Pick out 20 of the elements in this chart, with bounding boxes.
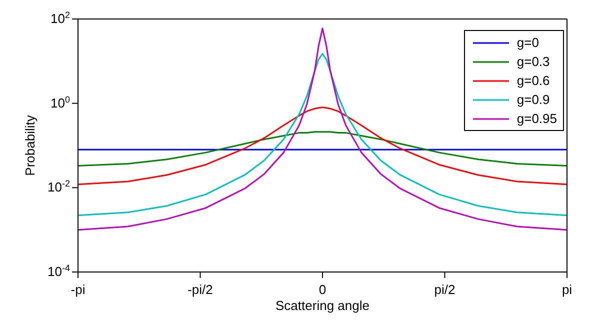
legend-label: g=0.9 <box>516 92 550 107</box>
x-tick-label: 0 <box>318 282 326 297</box>
line-series <box>78 28 567 231</box>
legend-label: g=0.3 <box>516 54 550 69</box>
x-tick-label: -pi/2 <box>188 282 213 297</box>
line-series <box>78 131 567 167</box>
y-axis-title: Probability <box>22 114 38 176</box>
legend-label: g=0.6 <box>516 73 550 88</box>
line-series <box>78 52 567 216</box>
x-tick-label: -pi <box>70 282 86 297</box>
legend-label: g=0.95 <box>516 111 557 126</box>
y-tick-label: 10$^{-2}$ <box>48 178 70 195</box>
x-tick-label: pi <box>562 282 572 297</box>
y-tick-label: 10$^{2}$ <box>50 10 70 26</box>
line-series <box>78 106 567 186</box>
y-tick-label: 10$^{0}$ <box>50 94 70 110</box>
legend-label: g=0 <box>516 35 539 50</box>
x-tick-label: pi/2 <box>434 282 456 297</box>
y-tick-label: 10$^{-4}$ <box>48 263 70 279</box>
x-axis-title: Scattering angle <box>276 298 370 313</box>
